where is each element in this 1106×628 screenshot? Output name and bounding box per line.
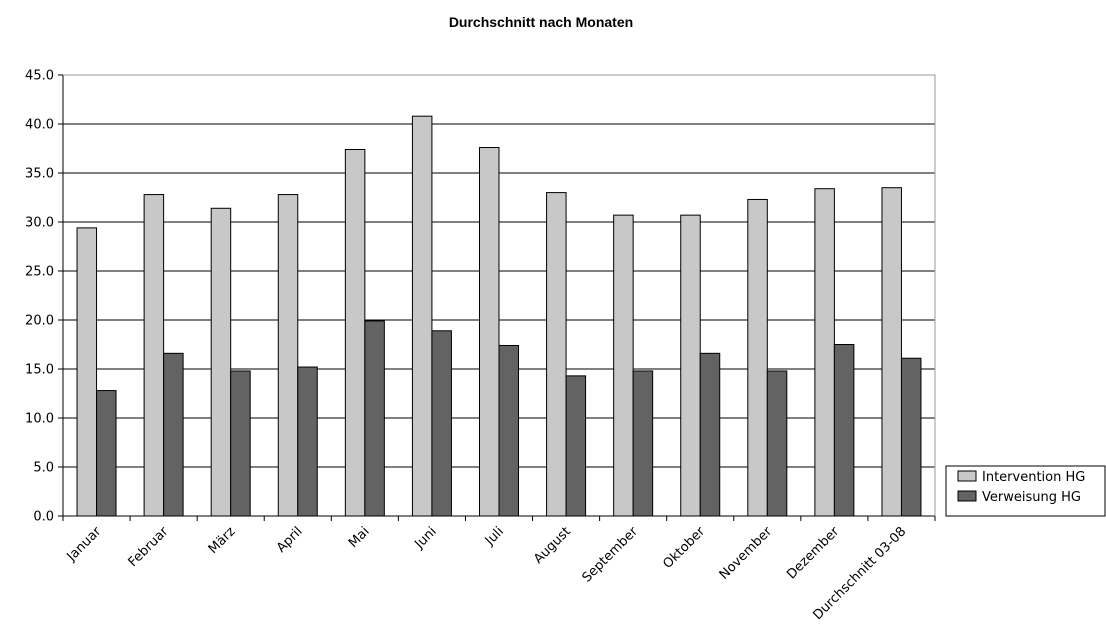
x-tick-label: Januar (64, 524, 105, 565)
bar-verweisung (364, 320, 385, 517)
axes (62, 74, 936, 517)
y-tick-label: 20.0 (25, 314, 54, 329)
x-axis-ticks: Januar Februar März April Mai Juni Juli August S… (62, 516, 936, 623)
bar-verweisung (230, 370, 251, 517)
y-tick-label: 0.0 (33, 510, 54, 525)
bar-intervention (680, 214, 701, 517)
bar-verweisung (565, 375, 587, 517)
bar-intervention (747, 198, 768, 517)
bar-verweisung (297, 366, 318, 517)
bar-verweisung (699, 352, 721, 517)
y-tick-label: 45.0 (25, 69, 54, 84)
bar-intervention (479, 147, 500, 517)
bar-verweisung (900, 357, 922, 517)
x-tick-label: Februar (126, 524, 172, 570)
x-tick-label: August (531, 524, 574, 567)
y-tick-label: 40.0 (25, 118, 54, 133)
legend-label: Intervention HG (982, 470, 1085, 485)
x-tick-label: Mai (346, 524, 373, 551)
bar-verweisung (163, 352, 184, 517)
x-tick-label: Juni (412, 524, 440, 552)
bar-verweisung (498, 344, 519, 517)
bar-intervention (210, 207, 232, 517)
bar-verweisung (632, 370, 654, 517)
bars (76, 115, 922, 517)
x-tick-label: März (206, 524, 239, 557)
chart-title: Durchschnitt nach Monaten (449, 14, 633, 30)
y-tick-label: 10.0 (25, 412, 54, 427)
legend: Intervention HG Verweisung HG (945, 465, 1106, 517)
y-tick-label: 5.0 (33, 461, 54, 476)
bar-intervention (76, 227, 98, 517)
x-tick-label: Oktober (660, 524, 708, 572)
bar-intervention (814, 188, 835, 517)
x-tick-label: November (717, 524, 776, 583)
y-tick-label: 30.0 (25, 216, 54, 231)
bar-verweisung (96, 390, 117, 517)
legend-label: Verweisung HG (982, 490, 1081, 505)
bar-intervention (277, 194, 299, 517)
x-tick-label: April (274, 524, 306, 556)
x-tick-label: Dezember (784, 524, 843, 583)
bar-verweisung (431, 330, 452, 517)
x-tick-label: Juli (482, 524, 507, 549)
legend-swatch (957, 490, 977, 502)
bar-intervention (546, 192, 567, 517)
bar-intervention (344, 148, 366, 517)
bar-verweisung (833, 344, 855, 517)
bar-intervention (881, 187, 902, 517)
bar-intervention (411, 115, 433, 517)
legend-swatch (957, 470, 977, 482)
bar-verweisung (766, 370, 788, 517)
y-axis-ticks: 0.0 5.0 10.0 15.0 20.0 25.0 30.0 35.0 40.0 45.0 (25, 69, 63, 525)
y-tick-label: 25.0 (25, 265, 54, 280)
bar-intervention (143, 194, 165, 517)
bar-intervention (613, 214, 634, 517)
y-tick-label: 15.0 (25, 363, 54, 378)
y-tick-label: 35.0 (25, 167, 54, 182)
x-tick-label: September (580, 524, 642, 586)
